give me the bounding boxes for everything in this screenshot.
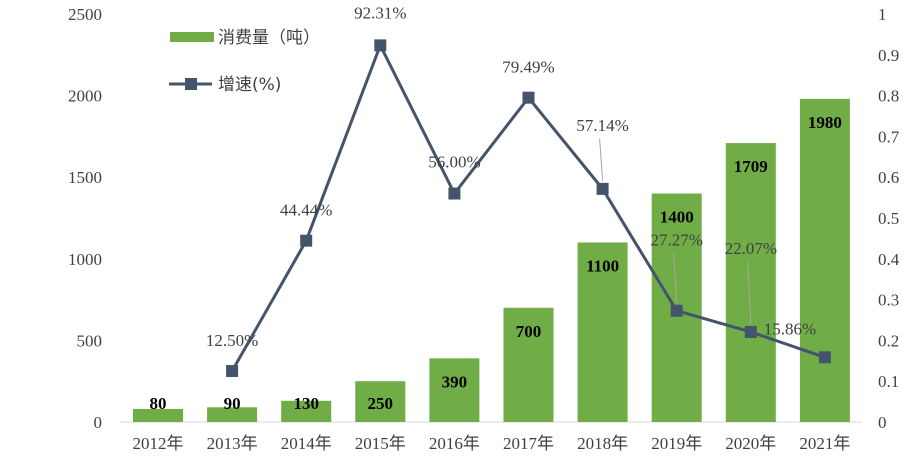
x-tick-label: 2018年 xyxy=(577,434,628,453)
line-data-label: 44.44% xyxy=(280,201,332,220)
bar xyxy=(133,408,183,422)
y-right-tick-label: 0.2 xyxy=(878,331,899,350)
legend-bar-swatch xyxy=(170,32,214,42)
bar xyxy=(429,358,480,422)
y-right-tick-label: 0.9 xyxy=(878,46,899,65)
y-left-tick-label: 1500 xyxy=(68,168,102,187)
x-tick-label: 2014年 xyxy=(281,434,332,453)
y-left-tick-label: 2000 xyxy=(68,87,102,106)
y-left-tick-label: 2500 xyxy=(68,5,102,24)
bar-data-label: 1980 xyxy=(808,113,842,132)
line-point xyxy=(448,187,461,200)
y-right-tick-label: 0.1 xyxy=(878,372,899,391)
x-tick-label: 2012年 xyxy=(133,434,184,453)
bar xyxy=(207,407,258,422)
bar-data-label: 80 xyxy=(150,394,167,413)
y-left-tick-label: 1000 xyxy=(68,250,102,269)
line-data-label: 12.50% xyxy=(206,331,258,350)
bar-data-label: 1400 xyxy=(660,208,694,227)
y-left-tick-label: 0 xyxy=(94,413,103,432)
bar xyxy=(281,400,332,422)
x-tick-label: 2019年 xyxy=(651,434,702,453)
y-right-tick-label: 0.4 xyxy=(878,250,900,269)
bar xyxy=(577,242,628,422)
bar xyxy=(799,98,850,422)
line-data-label: 92.31% xyxy=(354,3,406,22)
line-point xyxy=(818,351,831,364)
legend-marker-icon xyxy=(185,78,197,90)
line-data-label: 15.86% xyxy=(764,319,816,338)
x-tick-label: 2017年 xyxy=(503,434,554,453)
bar xyxy=(503,307,554,422)
line-data-label: 79.49% xyxy=(502,58,554,77)
y-right-tick-label: 0.6 xyxy=(878,168,899,187)
line-point xyxy=(226,365,239,377)
line-point xyxy=(670,304,683,317)
line-point xyxy=(522,91,535,104)
x-tick-label: 2015年 xyxy=(355,434,406,453)
bar-data-label: 1709 xyxy=(734,157,768,176)
line-data-label: 27.27% xyxy=(650,231,702,250)
y-left-tick-label: 500 xyxy=(77,331,103,350)
x-tick-label: 2021年 xyxy=(799,434,850,453)
label-leader-line xyxy=(747,261,752,324)
line-data-label: 56.00% xyxy=(428,153,480,172)
legend-bar-label: 消费量（吨） xyxy=(218,28,320,48)
bar-data-label: 130 xyxy=(293,394,319,413)
bar-data-label: 390 xyxy=(442,372,468,391)
y-right-tick-label: 0.5 xyxy=(878,209,899,228)
bar xyxy=(725,143,776,423)
line-point xyxy=(374,39,387,52)
x-tick-label: 2016年 xyxy=(429,434,480,453)
label-leader-line xyxy=(599,138,604,181)
y-right-tick-label: 0.3 xyxy=(878,291,899,310)
y-right-tick-label: 1 xyxy=(878,5,887,24)
y-right-tick-label: 0.8 xyxy=(878,87,899,106)
line-point xyxy=(300,234,313,247)
bar xyxy=(355,381,406,422)
bar-data-label: 250 xyxy=(368,394,394,413)
x-tick-label: 2013年 xyxy=(207,434,258,453)
y-right-tick-label: 0.7 xyxy=(878,127,900,146)
legend: 消费量（吨） 增速(%) xyxy=(169,28,320,95)
line-data-label: 57.14% xyxy=(576,116,628,135)
line-point xyxy=(596,182,609,195)
bar-data-label: 90 xyxy=(224,394,241,413)
bar-data-label: 1100 xyxy=(586,256,619,275)
line-point xyxy=(744,325,757,338)
bar-data-label: 700 xyxy=(516,322,542,341)
legend-line-label: 增速(%) xyxy=(218,75,281,95)
label-leader-line xyxy=(673,253,678,303)
line-data-label: 22.07% xyxy=(725,239,777,258)
y-right-tick-label: 0 xyxy=(878,413,887,432)
x-tick-label: 2020年 xyxy=(725,434,776,453)
